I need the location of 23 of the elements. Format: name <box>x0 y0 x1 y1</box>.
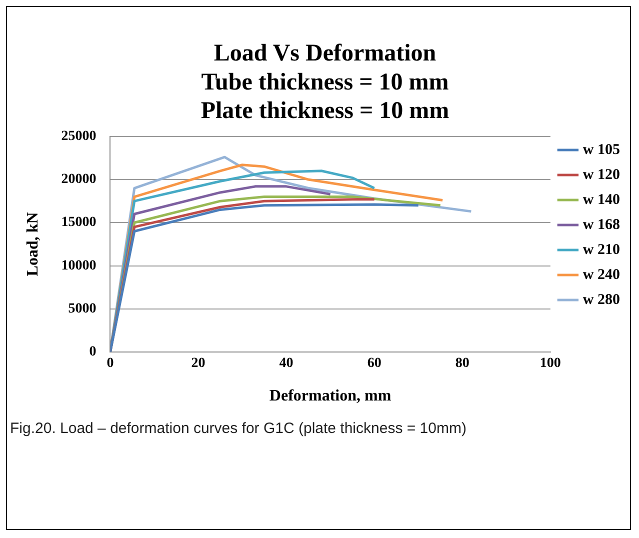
y-tick-label: 25000 <box>61 129 96 144</box>
x-axis-title: Deformation, mm <box>269 388 392 405</box>
legend-label: w 120 <box>582 166 620 183</box>
y-tick-label: 10000 <box>61 258 96 274</box>
legend-label: w 210 <box>582 242 620 258</box>
legend-label: w 240 <box>582 266 620 283</box>
y-tick-label: 20000 <box>61 172 96 188</box>
x-tick-label: 80 <box>455 356 470 372</box>
legend-label: w 140 <box>582 192 620 208</box>
x-tick-label: 0 <box>106 356 114 372</box>
x-tick-label: 60 <box>367 356 382 372</box>
y-tick-label: 5000 <box>68 301 96 316</box>
chart-title: Load Vs Deformation Tube thickness = 10 mm Plate thickness = 10 mm <box>200 40 450 124</box>
x-tick-label: 20 <box>191 356 206 372</box>
x-tick-label: 100 <box>540 356 561 372</box>
legend-label: w 105 <box>582 142 620 158</box>
x-tick-label: 40 <box>279 356 294 372</box>
y-axis-title: Load, kN <box>24 212 42 276</box>
caption: Fig.20. Load – deformation curves for G1C (plate thickness = 10mm) <box>10 419 468 439</box>
y-tick-label: 15000 <box>61 215 96 230</box>
legend-label: w 168 <box>582 216 620 233</box>
y-tick-label: 0 <box>89 344 96 360</box>
legend-label: w 280 <box>582 292 620 308</box>
